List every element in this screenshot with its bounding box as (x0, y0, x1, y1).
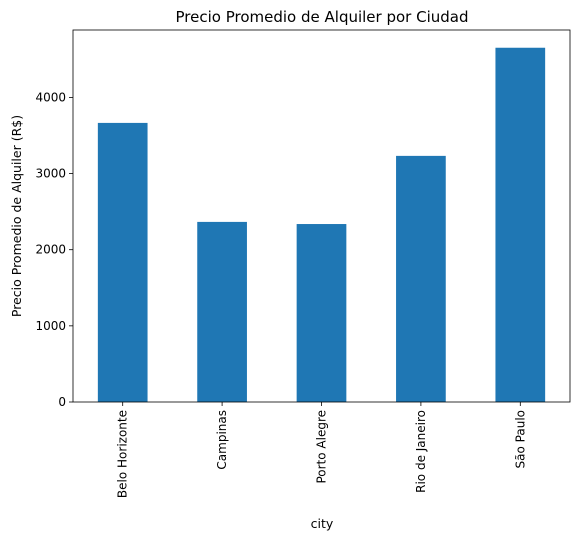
y-axis: 0 1000 2000 3000 4000 (35, 90, 73, 409)
x-tick-label-belo-horizonte: Belo Horizonte (116, 410, 130, 498)
bar-porto-alegre (296, 224, 347, 402)
bar-belo-horizonte (97, 122, 148, 402)
y-tick-label-1000: 1000 (35, 319, 66, 333)
x-axis-label: city (311, 516, 334, 531)
y-tick-label-2000: 2000 (35, 243, 66, 257)
chart-title: Precio Promedio de Alquiler por Ciudad (176, 8, 469, 26)
x-tick-label-porto-alegre: Porto Alegre (315, 410, 329, 484)
y-axis-label: Precio Promedio de Alquiler (R$) (9, 115, 24, 317)
y-tick-label-0: 0 (58, 395, 66, 409)
bar-campinas (197, 221, 247, 402)
y-tick-label-3000: 3000 (35, 167, 66, 181)
bar-sao-paulo (495, 47, 546, 403)
x-tick-label-sao-paulo: São Paulo (513, 410, 527, 468)
x-axis: Belo Horizonte Campinas Porto Alegre Rio de… (116, 402, 527, 498)
x-tick-label-campinas: Campinas (215, 410, 229, 470)
x-tick-label-rio-de-janeiro: Rio de Janeiro (414, 410, 428, 493)
bar-rio-de-janeiro (396, 155, 446, 402)
y-tick-label-4000: 4000 (35, 90, 66, 104)
bars-group (97, 47, 546, 403)
